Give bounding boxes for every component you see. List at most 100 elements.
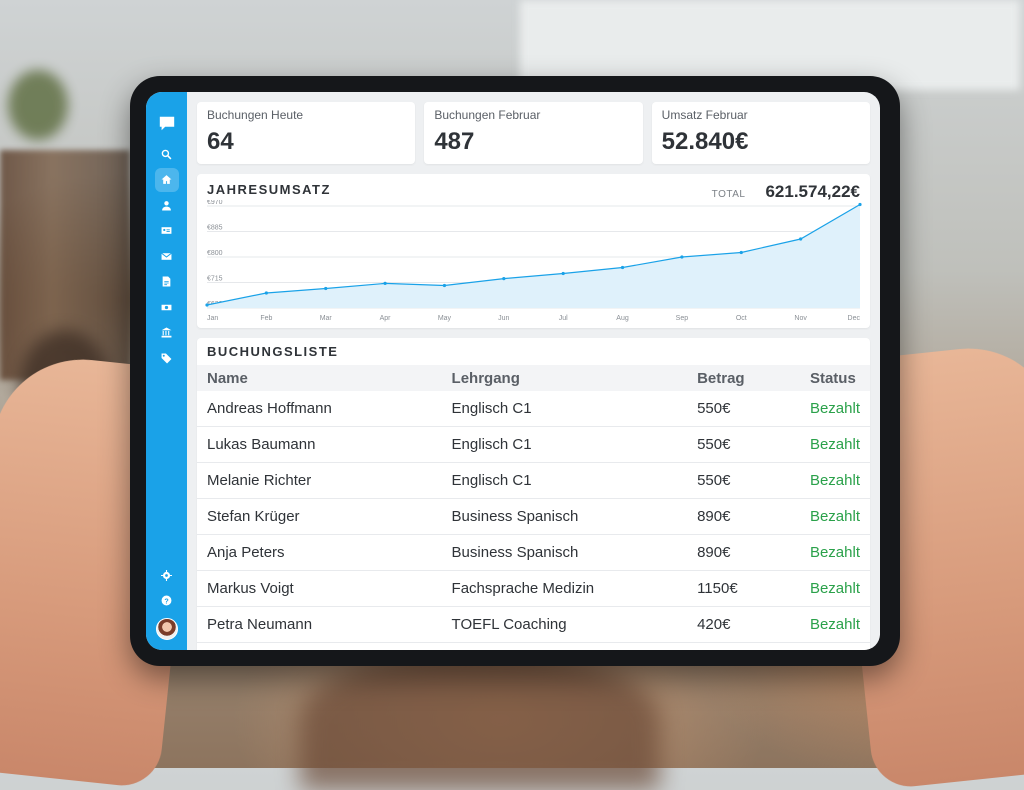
- mail-icon[interactable]: [155, 244, 179, 268]
- area-fill: [207, 204, 860, 308]
- data-point: [205, 303, 209, 307]
- bank-icon[interactable]: [155, 321, 179, 345]
- y-tick-label: €800: [207, 250, 223, 257]
- table-row[interactable]: Stefan Krüger Business Spanisch 890€ Bezahl…: [197, 498, 870, 535]
- cell-amount: 550€: [687, 462, 800, 499]
- total-value: 621.574,22€: [765, 182, 860, 201]
- id-card-icon[interactable]: [155, 219, 179, 243]
- y-tick-label: €885: [207, 225, 223, 232]
- cell-name: Stefan Krüger: [197, 498, 442, 535]
- avatar[interactable]: [155, 618, 178, 640]
- cell-name: Anja Peters: [197, 534, 442, 571]
- bookings-table: Name Lehrgang Betrag Status Andreas Hoff…: [197, 365, 870, 643]
- help-icon[interactable]: ?: [155, 589, 179, 613]
- cell-course: Business Spanisch: [441, 498, 688, 535]
- x-tick-label: Nov: [794, 315, 807, 322]
- table-row[interactable]: Melanie Richter Englisch C1 550€ Bezahlt: [197, 462, 870, 499]
- data-point: [561, 271, 565, 276]
- home-icon[interactable]: [154, 167, 179, 192]
- kpi-value: 487: [434, 128, 475, 155]
- data-point: [442, 283, 447, 288]
- svg-text:?: ?: [164, 597, 168, 605]
- kpi-card-bookings-february: Buchungen Februar 487: [424, 102, 643, 164]
- column-header-name[interactable]: Name: [197, 365, 442, 391]
- cell-status: Bezahlt: [799, 606, 870, 643]
- kpi-label: Buchungen Februar: [434, 108, 541, 122]
- revenue-total: TOTAL 621.574,22€: [712, 182, 860, 202]
- background-plant: [8, 70, 68, 140]
- chat-logo-icon[interactable]: [155, 112, 179, 136]
- cell-status: Bezahlt: [799, 498, 870, 535]
- cell-name: Petra Neumann: [197, 606, 442, 643]
- table-row[interactable]: Andreas Hoffmann Englisch C1 550€ Bezahlt: [197, 391, 870, 427]
- money-icon[interactable]: [155, 295, 179, 319]
- x-tick-label: Aug: [616, 315, 629, 322]
- data-point: [324, 286, 328, 291]
- cell-status: Bezahlt: [799, 426, 870, 463]
- kpi-label: Buchungen Heute: [207, 108, 304, 122]
- cell-status: Bezahlt: [799, 534, 870, 571]
- data-point: [620, 265, 625, 270]
- cell-course: Englisch C1: [441, 462, 688, 499]
- kpi-card-bookings-today: Buchungen Heute 64: [197, 102, 416, 164]
- x-tick-label: Jul: [559, 315, 568, 322]
- gear-icon[interactable]: [155, 563, 179, 587]
- cell-course: Fachsprache Medizin: [441, 570, 688, 607]
- bookings-table-card: BUCHUNGSLISTE Name Lehrgang Betrag Statu…: [197, 338, 870, 650]
- cell-course: Englisch C1: [441, 391, 688, 427]
- column-header-amount[interactable]: Betrag: [687, 365, 800, 391]
- background-person-front: [300, 650, 660, 790]
- revenue-chart-title: JAHRESUMSATZ: [207, 182, 331, 197]
- cell-amount: 1150€: [687, 570, 800, 607]
- table-row[interactable]: Lukas Baumann Englisch C1 550€ Bezahlt: [197, 426, 870, 463]
- cell-amount: 890€: [687, 534, 800, 571]
- table-row[interactable]: Petra Neumann TOEFL Coaching 420€ Bezahlt: [197, 606, 870, 643]
- kpi-value: 52.840€: [661, 128, 749, 155]
- cell-status: Bezahlt: [799, 462, 870, 499]
- tablet-screen: ? Buchungen Heute 64 Buchungen Februar 4…: [146, 92, 880, 650]
- cell-amount: 420€: [687, 606, 800, 643]
- sidebar: ?: [146, 92, 187, 650]
- bookings-title: BUCHUNGSLISTE: [207, 344, 339, 359]
- search-icon[interactable]: [155, 142, 179, 166]
- dashboard-main: Buchungen Heute 64 Buchungen Februar 487…: [187, 92, 880, 650]
- x-tick-label: Mar: [320, 315, 333, 322]
- column-header-course[interactable]: Lehrgang: [441, 365, 688, 391]
- cell-amount: 890€: [687, 498, 800, 535]
- x-tick-label: Apr: [380, 315, 392, 322]
- y-tick-label: €970: [207, 200, 223, 206]
- table-row[interactable]: Anja Peters Business Spanisch 890€ Bezahlt: [197, 534, 870, 571]
- x-tick-label: May: [438, 315, 452, 322]
- table-row[interactable]: Markus Voigt Fachsprache Medizin 1150€ Beza…: [197, 570, 870, 607]
- x-tick-label: Feb: [260, 315, 272, 322]
- data-point: [264, 291, 268, 295]
- total-label: TOTAL: [711, 189, 746, 200]
- cell-status: Bezahlt: [799, 570, 870, 607]
- tag-icon[interactable]: [155, 346, 179, 370]
- cell-course: Englisch C1: [441, 426, 688, 463]
- document-icon[interactable]: [155, 270, 179, 294]
- data-point: [383, 281, 387, 285]
- cell-amount: 550€: [687, 426, 800, 463]
- data-point: [799, 237, 803, 241]
- kpi-value: 64: [207, 128, 234, 155]
- column-header-status[interactable]: Status: [799, 365, 870, 391]
- cell-status: Bezahlt: [799, 391, 870, 427]
- x-tick-label: Dec: [848, 315, 861, 322]
- bookings-table-body: Andreas Hoffmann Englisch C1 550€ Bezahlt Lu…: [197, 391, 870, 643]
- revenue-area-chart: €970€885€800€715€630JanFebMarAprMayJunJu…: [205, 200, 862, 322]
- kpi-label: Umsatz Februar: [661, 108, 748, 122]
- data-point: [680, 255, 684, 259]
- user-icon[interactable]: [155, 193, 179, 217]
- background-window: [520, 0, 1020, 90]
- cell-course: TOEFL Coaching: [441, 606, 688, 643]
- cell-course: Business Spanisch: [441, 534, 688, 571]
- data-point: [739, 250, 743, 255]
- cell-name: Markus Voigt: [197, 570, 442, 607]
- sidebar-bottom: ?: [146, 563, 187, 640]
- cell-name: Andreas Hoffmann: [197, 391, 442, 427]
- tablet-device: ? Buchungen Heute 64 Buchungen Februar 4…: [130, 76, 900, 666]
- kpi-card-revenue-february: Umsatz Februar 52.840€: [651, 102, 870, 164]
- x-tick-label: Oct: [736, 315, 747, 322]
- data-point: [858, 202, 862, 207]
